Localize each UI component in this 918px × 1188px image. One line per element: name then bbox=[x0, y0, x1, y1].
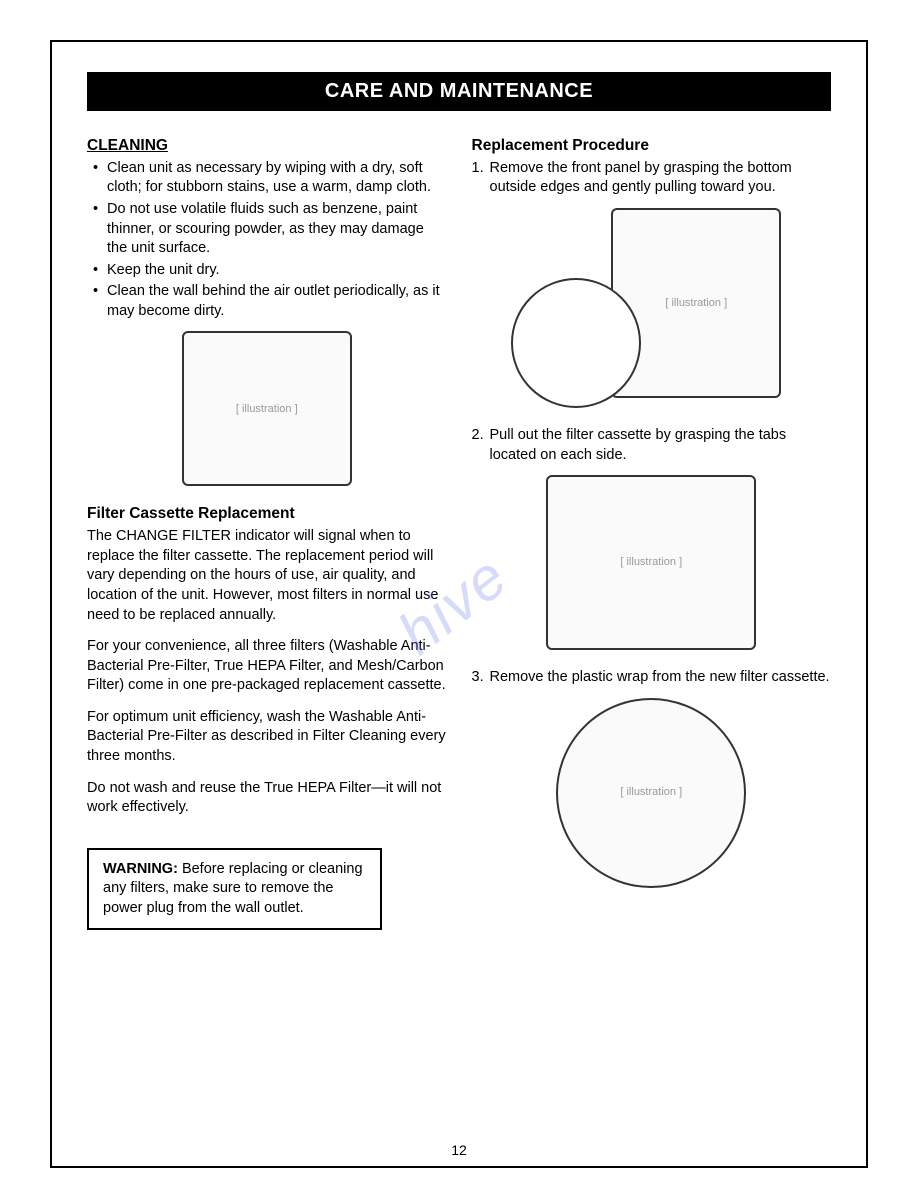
illustration-unwrap: [ illustration ] bbox=[472, 698, 832, 888]
step-text: Remove the plastic wrap from the new fil… bbox=[490, 669, 830, 685]
procedure-list: 3. Remove the plastic wrap from the new … bbox=[472, 668, 832, 688]
step-text: Pull out the filter cassette by grasping… bbox=[490, 427, 787, 463]
procedure-step: 2. Pull out the filter cassette by grasp… bbox=[472, 426, 832, 465]
cleaning-item: Keep the unit dry. bbox=[87, 261, 447, 281]
left-column: CLEANING Clean unit as necessary by wipi… bbox=[87, 136, 447, 930]
warning-label: WARNING: bbox=[103, 861, 178, 877]
filter-p3: For optimum unit efficiency, wash the Wa… bbox=[87, 708, 447, 767]
procedure-step: 1. Remove the front panel by grasping th… bbox=[472, 159, 832, 198]
page-number: 12 bbox=[52, 1142, 866, 1158]
illustration-container: [ illustration ] bbox=[511, 208, 791, 408]
illustration-placeholder: [ illustration ] bbox=[611, 208, 781, 398]
warning-box: WARNING: Before replacing or cleaning an… bbox=[87, 848, 382, 931]
right-column: Replacement Procedure 1. Remove the fron… bbox=[472, 136, 832, 930]
illustration-placeholder: [ illustration ] bbox=[182, 331, 352, 486]
cleaning-heading: CLEANING bbox=[87, 136, 447, 157]
filter-p1: The CHANGE FILTER indicator will signal … bbox=[87, 527, 447, 625]
page-frame: hive CARE AND MAINTENANCE CLEANING Clean… bbox=[50, 40, 868, 1168]
illustration-detail-circle bbox=[511, 278, 641, 408]
cleaning-item: Clean unit as necessary by wiping with a… bbox=[87, 159, 447, 198]
filter-heading: Filter Cassette Replacement bbox=[87, 504, 447, 525]
procedure-list: 2. Pull out the filter cassette by grasp… bbox=[472, 426, 832, 465]
filter-p4: Do not wash and reuse the True HEPA Filt… bbox=[87, 779, 447, 818]
procedure-heading: Replacement Procedure bbox=[472, 136, 832, 157]
illustration-placeholder: [ illustration ] bbox=[556, 698, 746, 888]
section-header: CARE AND MAINTENANCE bbox=[87, 72, 831, 111]
cleaning-list: Clean unit as necessary by wiping with a… bbox=[87, 159, 447, 322]
step-text: Remove the front panel by grasping the b… bbox=[490, 160, 792, 196]
cleaning-item: Clean the wall behind the air outlet per… bbox=[87, 282, 447, 321]
step-number: 3. bbox=[472, 668, 484, 688]
filter-p2: For your convenience, all three filters … bbox=[87, 637, 447, 696]
illustration-placeholder: [ illustration ] bbox=[546, 475, 756, 650]
step-number: 2. bbox=[472, 426, 484, 446]
cleaning-item: Do not use volatile fluids such as benze… bbox=[87, 200, 447, 259]
illustration-pull-cassette: [ illustration ] bbox=[472, 475, 832, 650]
two-column-layout: CLEANING Clean unit as necessary by wipi… bbox=[87, 136, 831, 930]
step-number: 1. bbox=[472, 159, 484, 179]
illustration-remove-panel: [ illustration ] bbox=[472, 208, 832, 408]
illustration-wipe: [ illustration ] bbox=[87, 331, 447, 486]
procedure-step: 3. Remove the plastic wrap from the new … bbox=[472, 668, 832, 688]
procedure-list: 1. Remove the front panel by grasping th… bbox=[472, 159, 832, 198]
